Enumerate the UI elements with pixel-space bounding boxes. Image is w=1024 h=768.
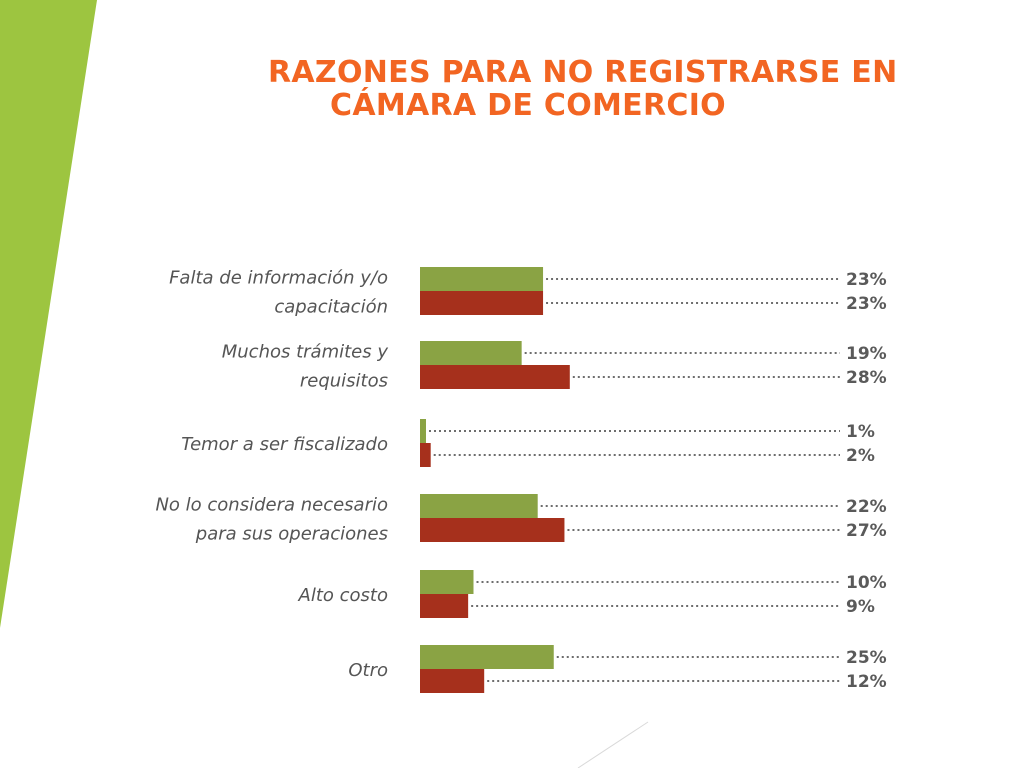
bar: [420, 267, 544, 291]
category-label: requisitos: [300, 371, 388, 392]
accent-band-shape: [0, 0, 97, 628]
category-label: Falta de información y/o: [169, 268, 388, 289]
bar: [420, 594, 469, 618]
bar: [420, 669, 485, 693]
data-label: 25%: [846, 648, 887, 668]
data-label: 27%: [846, 521, 887, 541]
category-label: capacitación: [274, 297, 388, 318]
bar: [420, 494, 538, 518]
category-label: Alto costo: [298, 585, 388, 606]
bar: [420, 645, 554, 669]
bar: [420, 291, 544, 315]
bar: [420, 443, 431, 467]
data-label: 22%: [846, 497, 887, 517]
category-label: Muchos trámites y: [222, 342, 389, 363]
data-label: 10%: [846, 573, 887, 593]
bar: [420, 419, 426, 443]
category-label: para sus operaciones: [195, 524, 388, 545]
data-label: 19%: [846, 344, 887, 364]
data-label: 23%: [846, 294, 887, 314]
category-label: No lo considera necesario: [155, 495, 388, 516]
category-label: Temor a ser fiscalizado: [181, 434, 388, 455]
bar: [420, 570, 474, 594]
deco-line: [577, 721, 649, 768]
data-label: 28%: [846, 368, 887, 388]
data-label: 9%: [846, 597, 875, 617]
data-label: 2%: [846, 446, 875, 466]
data-label: 12%: [846, 672, 887, 692]
title-line-1: RAZONES PARA NO REGISTRARSE EN: [268, 55, 898, 90]
data-label: 23%: [846, 270, 887, 290]
category-label: Otro: [348, 660, 388, 681]
data-label: 1%: [846, 422, 875, 442]
bar: [420, 365, 570, 389]
bar: [420, 341, 522, 365]
title-line-2: CÁMARA DE COMERCIO: [330, 88, 726, 123]
bar: [420, 518, 565, 542]
